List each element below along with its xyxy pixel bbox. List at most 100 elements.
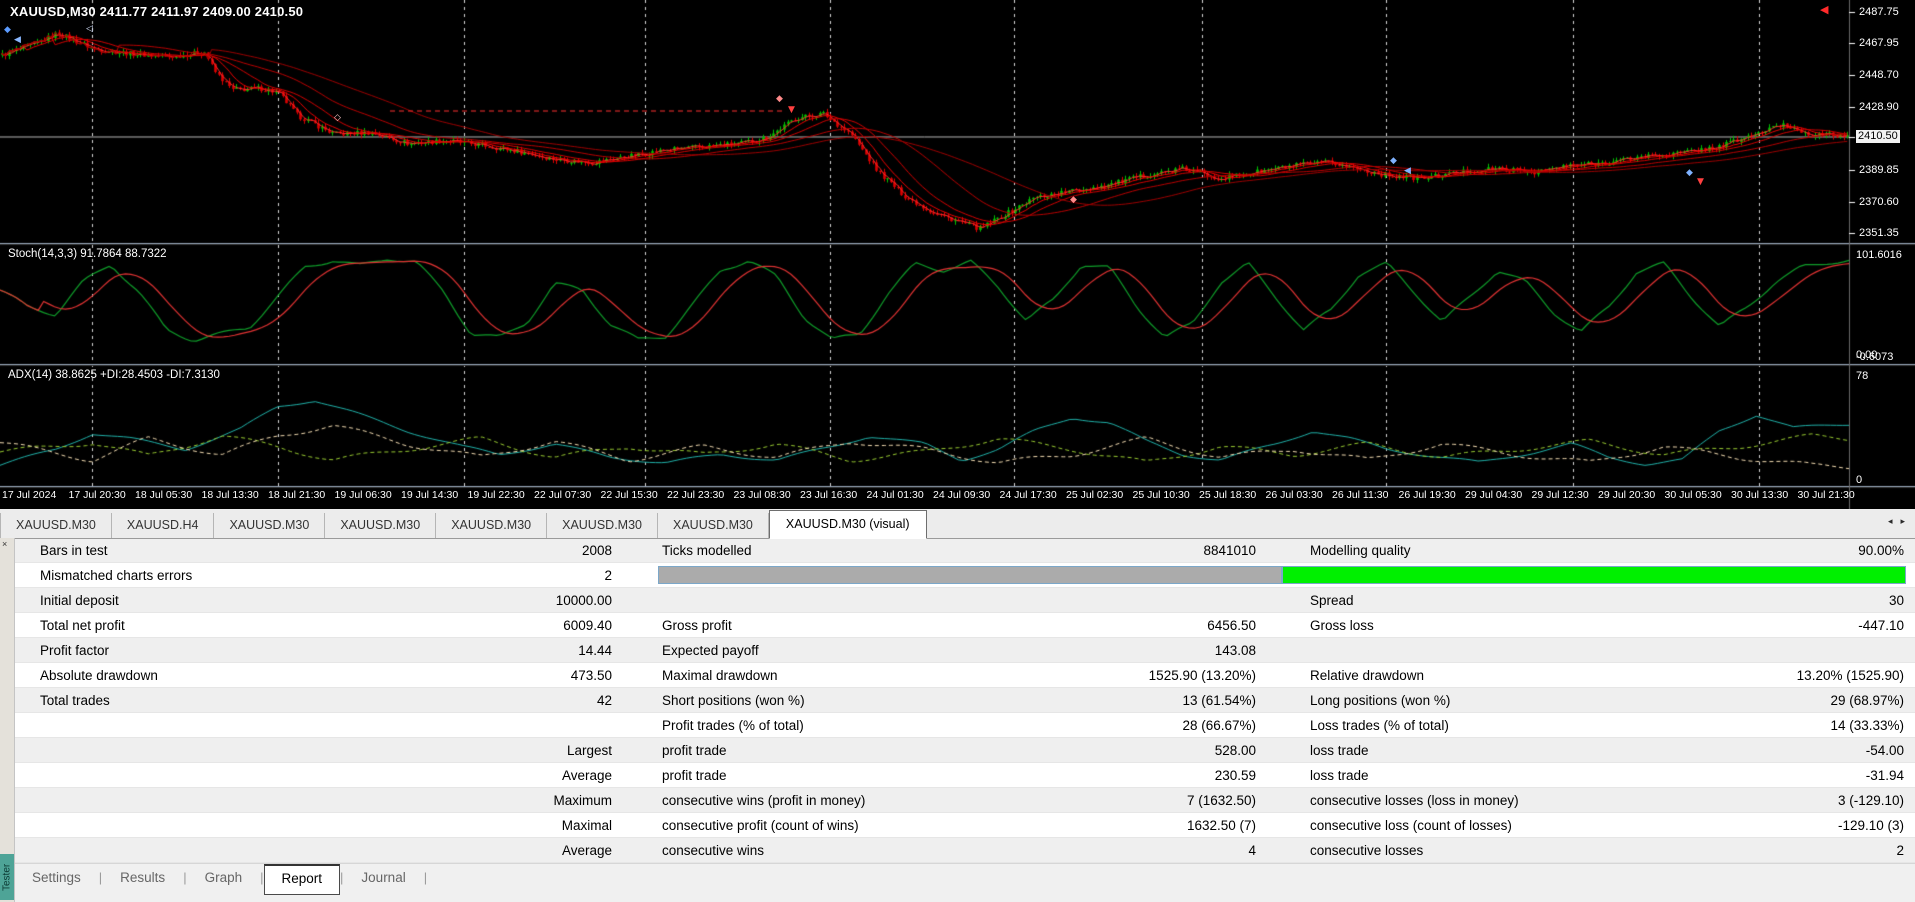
tab-scroll-left-icon[interactable]: ◂ <box>1884 517 1897 527</box>
indicator-axis-label: 78 <box>1856 370 1868 382</box>
modelling-quality-bar-gray <box>658 566 1282 584</box>
metric-label: Short positions (won %) <box>614 693 974 708</box>
metric-value: -31.94 <box>1658 768 1915 783</box>
metric-value: 13 (61.54%) <box>974 693 1258 708</box>
metric-label: consecutive wins (profit in money) <box>614 793 974 808</box>
price-axis-label: 2370.60 <box>1859 196 1913 209</box>
table-row: Absolute drawdown473.50Maximal drawdown1… <box>14 663 1915 688</box>
price-axis-label: 2389.85 <box>1859 164 1913 177</box>
metric-value: 14 (33.33%) <box>1658 718 1915 733</box>
time-axis-label: 25 Jul 02:30 <box>1066 489 1133 507</box>
metric-value: 143.08 <box>974 643 1258 658</box>
metric-value: Average <box>474 768 614 783</box>
tester-tab-bar: Settings|Results|Graph|Report|Journal| <box>14 863 1915 902</box>
metric-value: 14.44 <box>474 643 614 658</box>
metric-value: 230.59 <box>974 768 1258 783</box>
metric-label: loss trade <box>1258 743 1658 758</box>
chart-tab[interactable]: XAUUSD.M30 <box>325 513 436 538</box>
tab-report[interactable]: Report <box>264 864 341 895</box>
metric-label: Total net profit <box>14 618 474 633</box>
metric-value: 4 <box>974 843 1258 858</box>
tab-scroll-right-icon[interactable]: ▸ <box>1896 517 1909 527</box>
metric-value: Average <box>474 843 614 858</box>
modelling-quality-bar-green <box>1282 566 1906 584</box>
chart-tab[interactable]: XAUUSD.M30 <box>658 513 769 538</box>
report-table: Bars in test2008Ticks modelled8841010Mod… <box>14 538 1915 863</box>
metric-value: 13.20% (1525.90) <box>1658 668 1915 683</box>
chart-tab[interactable]: XAUUSD.M30 <box>547 513 658 538</box>
metric-label: Relative drawdown <box>1258 668 1658 683</box>
tester-panel-caption: Tester <box>0 854 14 900</box>
time-axis-label: 17 Jul 20:30 <box>69 489 136 507</box>
chart-shift-marker-icon[interactable]: ◀ <box>1820 3 1828 16</box>
table-row: Bars in test2008Ticks modelled8841010Mod… <box>14 538 1915 563</box>
tab-graph[interactable]: Graph <box>187 864 261 892</box>
time-axis-label: 18 Jul 13:30 <box>202 489 269 507</box>
metric-label: Bars in test <box>14 543 474 558</box>
metric-label: Ticks modelled <box>614 543 974 558</box>
time-axis-label: 23 Jul 16:30 <box>800 489 867 507</box>
time-axis-label: 25 Jul 18:30 <box>1199 489 1266 507</box>
time-axis-label: 22 Jul 23:30 <box>667 489 734 507</box>
trade-marker-icon: ◆ <box>1686 169 1693 178</box>
time-axis-label: 29 Jul 12:30 <box>1532 489 1599 507</box>
chart-tab[interactable]: XAUUSD.M30 <box>436 513 547 538</box>
time-axis-label: 30 Jul 21:30 <box>1798 489 1865 507</box>
time-axis-label: 19 Jul 14:30 <box>401 489 468 507</box>
metric-value: 90.00% <box>1658 543 1915 558</box>
price-axis-label: 2487.75 <box>1859 6 1913 19</box>
metric-label: Absolute drawdown <box>14 668 474 683</box>
table-row: Mismatched charts errors2 <box>14 563 1915 588</box>
tester-close-icon[interactable]: × <box>2 540 7 549</box>
metric-value: 29 (68.97%) <box>1658 693 1915 708</box>
metric-value: 30 <box>1658 593 1915 608</box>
chart-tab[interactable]: XAUUSD.H4 <box>112 513 215 538</box>
indicator-axis-label: -0.6073 <box>1856 351 1893 363</box>
tab-divider: | <box>424 864 427 885</box>
chart-tab-bar: XAUUSD.M30XAUUSD.H4XAUUSD.M30XAUUSD.M30X… <box>0 509 1915 539</box>
trade-marker-icon: ◆ <box>1070 196 1077 205</box>
metric-value: 1632.50 (7) <box>974 818 1258 833</box>
metric-label: Maximal drawdown <box>614 668 974 683</box>
table-row: Averageprofit trade230.59loss trade-31.9… <box>14 763 1915 788</box>
price-axis-label: 2428.90 <box>1859 101 1913 114</box>
metric-value: Maximal <box>474 818 614 833</box>
metric-label: consecutive losses <box>1258 843 1658 858</box>
trade-marker-icon: ▼ <box>788 106 795 115</box>
tab-settings[interactable]: Settings <box>14 864 99 892</box>
time-axis-label: 24 Jul 09:30 <box>933 489 1000 507</box>
time-axis-label: 18 Jul 21:30 <box>268 489 335 507</box>
trade-marker-icon: ◆ <box>1390 157 1397 166</box>
table-row: Total net profit6009.40Gross profit6456.… <box>14 613 1915 638</box>
trade-marker-icon: ◆ <box>4 26 11 35</box>
metric-label: Modelling quality <box>1258 543 1658 558</box>
chart-tab[interactable]: XAUUSD.M30 <box>0 513 112 538</box>
tab-journal[interactable]: Journal <box>343 864 423 892</box>
time-axis-label: 22 Jul 15:30 <box>601 489 668 507</box>
price-chart-canvas[interactable] <box>0 0 1915 509</box>
metric-value: 42 <box>474 693 614 708</box>
table-row: Maximalconsecutive profit (count of wins… <box>14 813 1915 838</box>
tab-results[interactable]: Results <box>102 864 183 892</box>
time-axis-label: 22 Jul 07:30 <box>534 489 601 507</box>
metric-label: Long positions (won %) <box>1258 693 1658 708</box>
metric-label: Spread <box>1258 593 1658 608</box>
price-axis-label: 2448.70 <box>1859 69 1913 82</box>
chart-tab[interactable]: XAUUSD.M30 <box>214 513 325 538</box>
metric-label: consecutive wins <box>614 843 974 858</box>
time-axis-label: 30 Jul 05:30 <box>1665 489 1732 507</box>
metric-value: 28 (66.67%) <box>974 718 1258 733</box>
trade-marker-icon: ◆ <box>776 95 783 104</box>
chart-tab[interactable]: XAUUSD.M30 (visual) <box>769 510 927 539</box>
metric-value: 2 <box>1658 843 1915 858</box>
trade-marker-icon: ▼ <box>1697 178 1704 187</box>
indicator-axis-label: 101.6016 <box>1856 249 1902 261</box>
metric-value: 2 <box>474 568 614 583</box>
time-axis-label: 17 Jul 2024 <box>2 489 69 507</box>
metric-value: 2008 <box>474 543 614 558</box>
metric-value: 1525.90 (13.20%) <box>974 668 1258 683</box>
metric-label: Mismatched charts errors <box>14 568 474 583</box>
time-axis-label: 18 Jul 05:30 <box>135 489 202 507</box>
metric-value: -447.10 <box>1658 618 1915 633</box>
time-axis-label: 29 Jul 20:30 <box>1598 489 1665 507</box>
